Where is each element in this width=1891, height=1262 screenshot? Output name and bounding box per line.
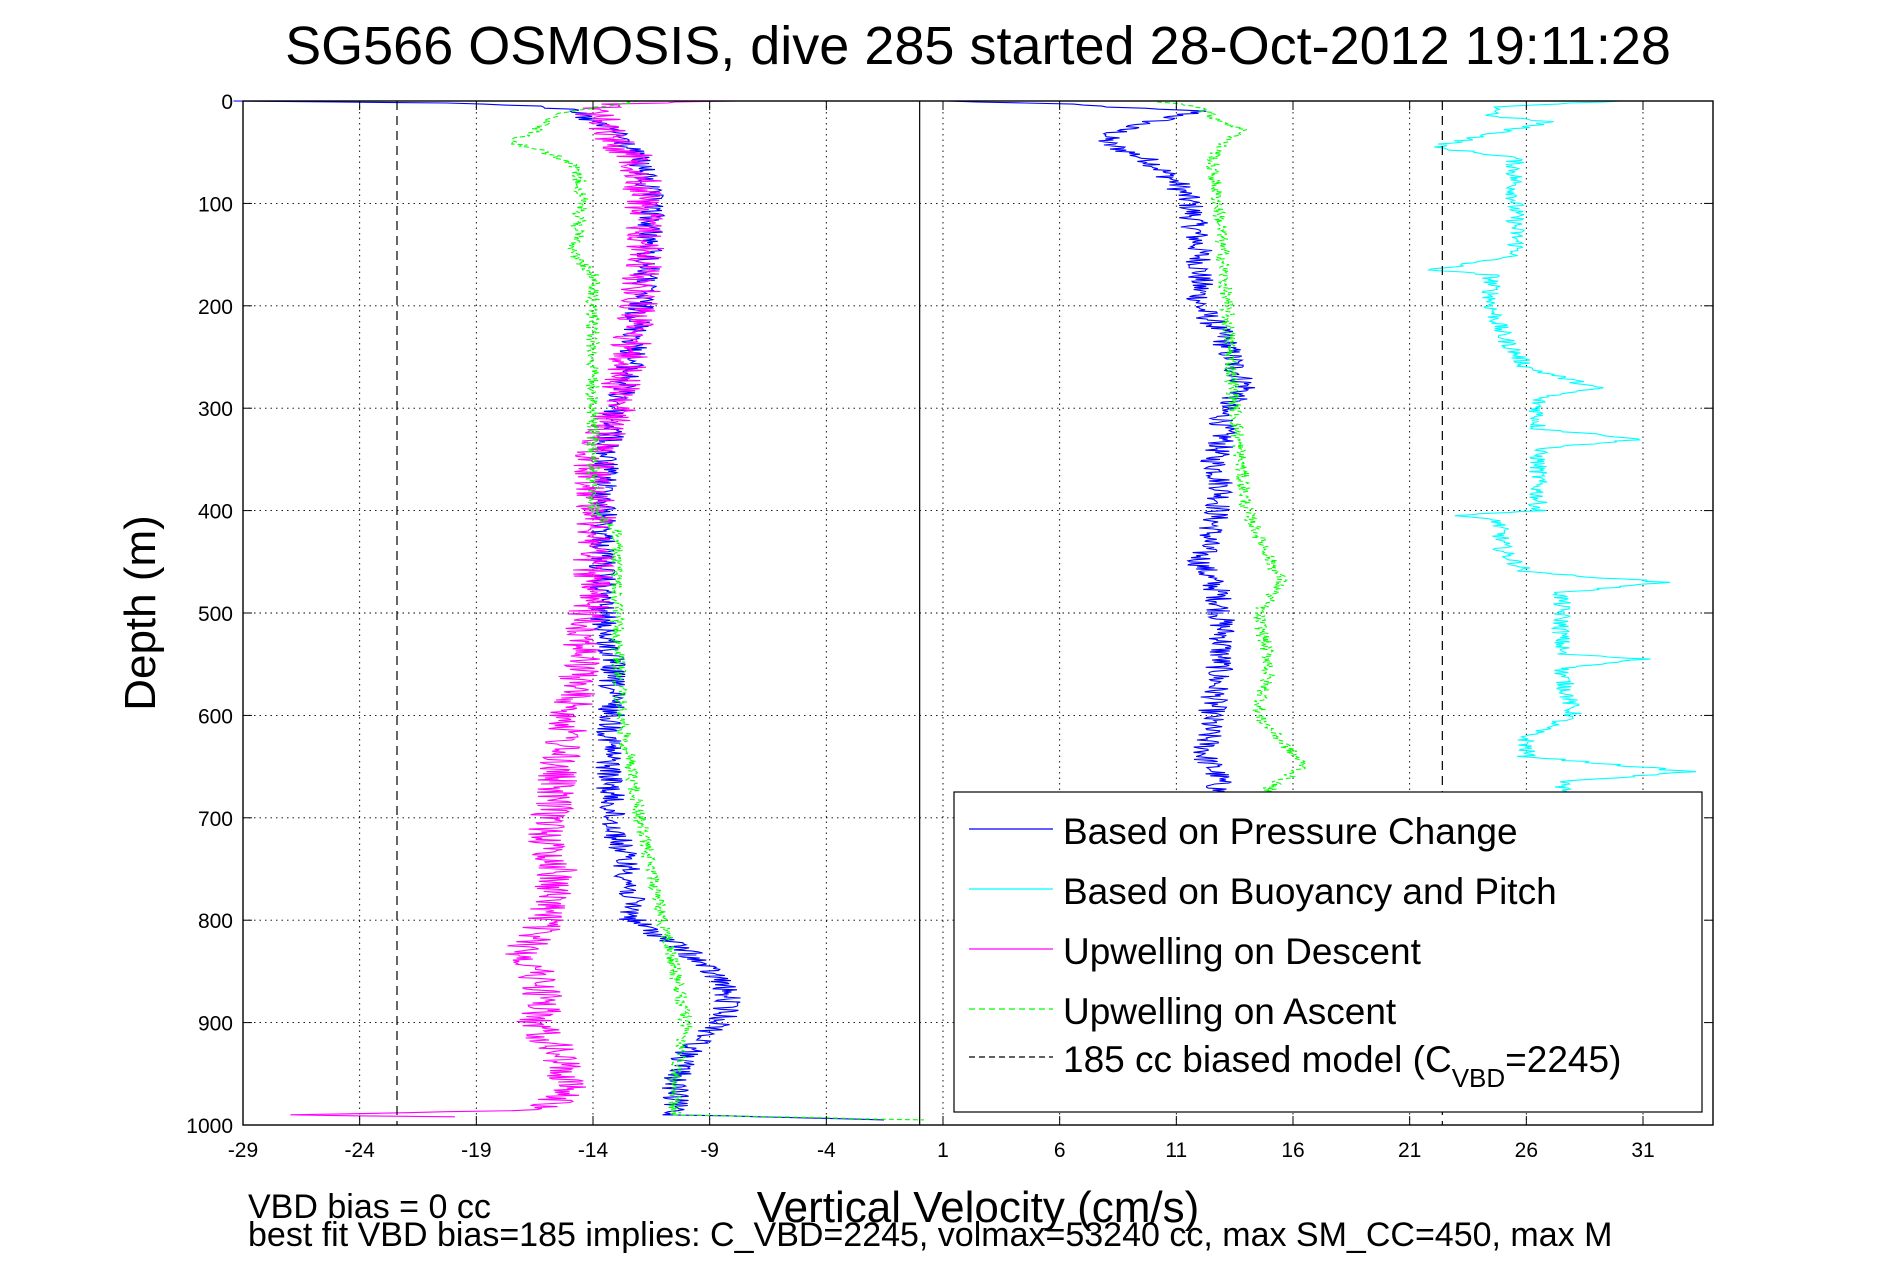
footnote-bestfit: best fit VBD bias=185 implies: C_VBD=224… (248, 1216, 1612, 1254)
legend-label: Upwelling on Ascent (1063, 991, 1397, 1032)
legend-label: Upwelling on Descent (1063, 931, 1422, 972)
legend: Based on Pressure Change Based on Buoyanc… (953, 791, 1703, 1113)
footnote-bias: VBD bias = 0 cc (248, 1188, 491, 1226)
chart-title: SG566 OSMOSIS, dive 285 started 28-Oct-2… (285, 16, 1671, 76)
y-tick-label: 0 (221, 91, 233, 114)
data-series (233, 100, 1697, 1121)
x-axis-ticks: -29 -24 -19 -14 -9 -4 1 6 11 16 21 26 31 (228, 101, 1655, 1162)
series-line-upwelling-on-descent (290, 100, 738, 1118)
legend-label-subscript: VBD (1452, 1063, 1505, 1093)
legend-label: Based on Buoyancy and Pitch (1063, 871, 1557, 912)
x-tick-label: -19 (461, 1139, 491, 1162)
y-tick-label: 100 (198, 193, 233, 216)
x-axis-label: Vertical Velocity (cm/s) (757, 1183, 1200, 1232)
series-line-based-on-buoyancy-and-pitch (1426, 100, 1697, 809)
y-tick-label: 500 (198, 603, 233, 626)
y-tick-label: 300 (198, 398, 233, 421)
y-axis-label: Depth (m) (116, 515, 165, 711)
x-tick-label: -14 (578, 1139, 609, 1162)
x-tick-label: 31 (1631, 1139, 1654, 1162)
x-tick-label: 1 (937, 1139, 949, 1162)
x-tick-label: -24 (344, 1139, 375, 1162)
series-line-upwelling-on-ascent (1157, 100, 1308, 809)
y-tick-label: 800 (198, 910, 233, 933)
y-tick-label: 700 (198, 808, 233, 831)
x-tick-label: 26 (1515, 1139, 1538, 1162)
x-tick-label: 16 (1281, 1139, 1304, 1162)
x-tick-label: 21 (1398, 1139, 1421, 1162)
legend-box (953, 791, 1703, 1113)
x-tick-label: -29 (228, 1139, 258, 1162)
legend-label: Based on Pressure Change (1063, 811, 1518, 852)
series-line-based-on-pressure-change (947, 100, 1256, 809)
legend-label-suffix: =2245) (1505, 1039, 1621, 1080)
x-tick-label: 6 (1054, 1139, 1066, 1162)
x-tick-label: 11 (1165, 1139, 1187, 1162)
series-line-upwelling-on-ascent (510, 100, 925, 1121)
reference-lines (396, 101, 1443, 1125)
y-tick-label: 1000 (186, 1115, 233, 1138)
y-tick-label: 600 (198, 705, 233, 728)
y-tick-label: 200 (198, 296, 233, 319)
x-tick-label: -4 (817, 1139, 836, 1162)
y-tick-label: 900 (198, 1013, 233, 1036)
x-tick-label: -9 (700, 1139, 719, 1162)
y-tick-label: 400 (198, 501, 233, 524)
y-axis-ticks: 0 100 200 300 400 500 600 700 800 900 1000 (186, 91, 1713, 1138)
